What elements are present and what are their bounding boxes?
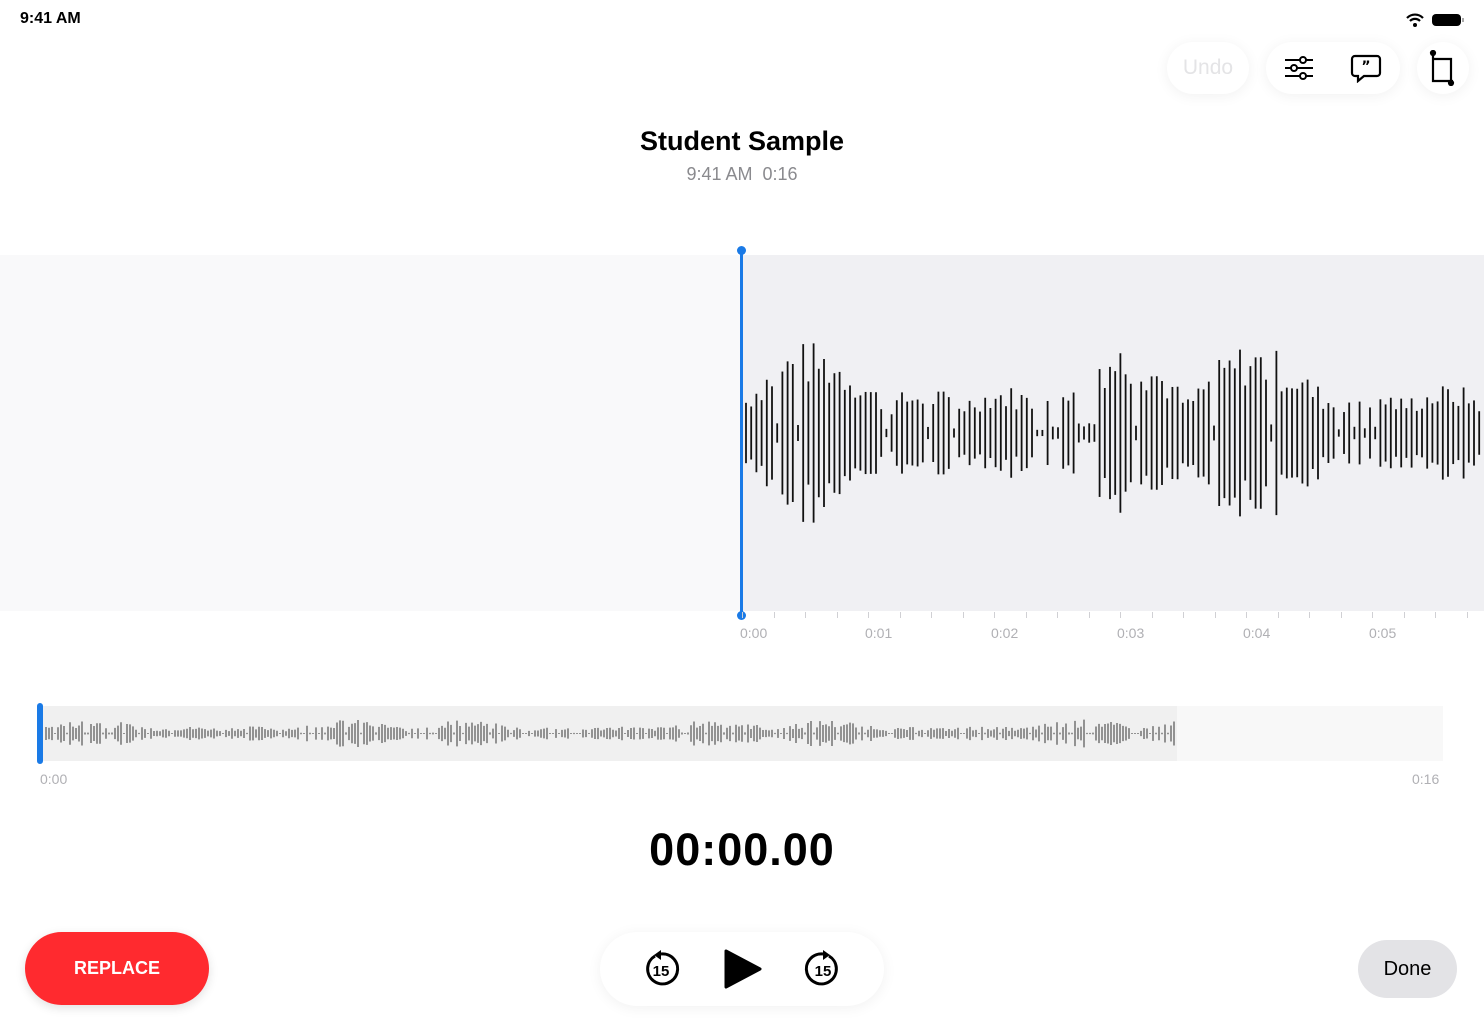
ruler-tick	[1120, 612, 1121, 618]
wifi-icon	[1405, 12, 1425, 28]
ruler-tick	[1025, 612, 1027, 618]
recording-meta: 9:41 AM 0:16	[0, 164, 1484, 185]
timeline-label: 0:03	[1117, 625, 1145, 641]
ruler-tick	[1372, 612, 1373, 618]
svg-text:15: 15	[652, 963, 669, 980]
ruler-tick	[773, 612, 775, 618]
battery-icon	[1431, 12, 1465, 28]
timeline-label: 0:05	[1369, 625, 1397, 641]
done-button[interactable]: Done	[1358, 940, 1457, 998]
svg-text:15: 15	[815, 963, 832, 980]
ruler-tick	[1309, 612, 1310, 618]
recording-duration: 0:16	[762, 164, 798, 184]
timeline-label: 0:00	[740, 625, 768, 641]
ruler-tick	[1151, 612, 1153, 618]
timeline-label: 0:02	[991, 625, 1019, 641]
sliders-icon[interactable]	[1284, 55, 1314, 81]
ruler-tick	[1183, 612, 1184, 618]
ruler-tick	[1214, 612, 1216, 618]
replace-button[interactable]: REPLACE	[25, 932, 209, 1005]
overview-waveform[interactable]	[38, 706, 1177, 761]
overview-empty	[1177, 706, 1443, 761]
ruler-tick	[1340, 612, 1342, 618]
timeline-label: 0:04	[1243, 625, 1271, 641]
ruler-tick	[931, 612, 932, 618]
ruler-tick	[1057, 612, 1058, 618]
waveform-editor[interactable]	[742, 255, 1484, 611]
ruler-tick	[868, 612, 869, 618]
goforward-15-icon[interactable]: 15	[803, 949, 843, 989]
ruler-tick	[1246, 612, 1247, 618]
ruler-tick	[742, 612, 743, 618]
gobackward-15-icon[interactable]: 15	[641, 949, 681, 989]
overview-end-time: 0:16	[1412, 771, 1440, 787]
playhead[interactable]	[737, 246, 746, 620]
crop-icon	[1429, 50, 1457, 86]
play-icon[interactable]	[722, 948, 762, 990]
playback-controls: 15 15	[600, 932, 884, 1006]
recording-title[interactable]: Student Sample	[639, 126, 845, 156]
status-time: 9:41 AM	[20, 10, 81, 27]
ruler-tick	[805, 612, 806, 618]
ruler-tick	[962, 612, 964, 618]
ruler-tick	[1088, 612, 1090, 618]
undo-button[interactable]: Undo	[1167, 42, 1249, 94]
recording-time: 9:41 AM	[686, 164, 753, 184]
ruler-tick	[1435, 612, 1436, 618]
quote-bubble-icon[interactable]: ”	[1350, 53, 1382, 83]
trim-button[interactable]	[1417, 42, 1469, 94]
playback-timer: 00:00.00	[649, 824, 835, 875]
ruler-tick	[899, 612, 901, 618]
overview-playhead[interactable]	[37, 703, 43, 764]
overview-start-time: 0:00	[40, 771, 68, 787]
svg-text:”: ”	[1361, 59, 1370, 75]
ruler-tick	[836, 612, 838, 618]
ruler-tick	[1403, 612, 1405, 618]
toolbar-group: ”	[1266, 42, 1400, 94]
ruler-tick	[994, 612, 995, 618]
ruler-tick	[1466, 612, 1468, 618]
timeline-label: 0:01	[865, 625, 893, 641]
waveform-past-area	[0, 255, 742, 611]
ruler-tick	[1277, 612, 1279, 618]
